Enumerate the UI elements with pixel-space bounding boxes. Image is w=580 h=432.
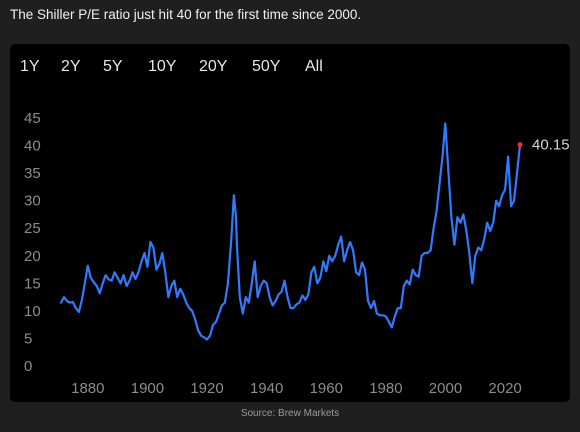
x-tick-label: 1960 xyxy=(310,380,343,397)
y-tick-label: 10 xyxy=(24,303,41,320)
x-tick-label: 1900 xyxy=(131,380,164,397)
time-range-selector: 1Y 2Y 5Y 10Y 20Y 50Y All xyxy=(10,58,570,78)
range-10y-button[interactable]: 10Y xyxy=(148,58,177,75)
y-tick-label: 15 xyxy=(24,275,41,292)
x-tick-label: 2000 xyxy=(429,380,462,397)
chart-panel: 1Y 2Y 5Y 10Y 20Y 50Y All 0 5 10 15 20 25 30 35 4… xyxy=(10,44,570,402)
last-value-label: 40.15 xyxy=(532,137,570,154)
y-tick-label: 0 xyxy=(24,358,32,375)
x-tick-label: 1920 xyxy=(190,380,223,397)
y-tick-label: 5 xyxy=(24,330,32,347)
last-point-marker xyxy=(517,142,523,148)
y-tick-label: 20 xyxy=(24,248,41,265)
range-1y-button[interactable]: 1Y xyxy=(20,58,40,75)
y-tick-label: 35 xyxy=(24,165,41,182)
source-note: Source: Brew Markets xyxy=(240,408,340,419)
y-tick-label: 40 xyxy=(24,138,41,155)
x-axis: 1880 1900 1920 1940 1960 1980 2000 2020 xyxy=(71,380,522,397)
range-5y-button[interactable]: 5Y xyxy=(103,58,123,75)
x-tick-label: 1880 xyxy=(71,380,104,397)
page-title: The Shiller P/E ratio just hit 40 for th… xyxy=(10,7,362,22)
range-20y-button[interactable]: 20Y xyxy=(199,58,228,75)
x-tick-label: 1980 xyxy=(369,380,402,397)
range-all-button[interactable]: All xyxy=(305,58,323,75)
series-line xyxy=(59,122,522,341)
range-2y-button[interactable]: 2Y xyxy=(61,58,81,75)
y-tick-label: 30 xyxy=(24,193,41,210)
y-axis: 0 5 10 15 20 25 30 35 40 45 xyxy=(24,110,41,375)
series-layer: 40.15 xyxy=(59,122,570,341)
y-tick-label: 25 xyxy=(24,220,41,237)
y-tick-label: 45 xyxy=(24,110,41,127)
x-tick-label: 1940 xyxy=(250,380,283,397)
x-tick-label: 2020 xyxy=(488,380,521,397)
range-50y-button[interactable]: 50Y xyxy=(252,58,281,75)
